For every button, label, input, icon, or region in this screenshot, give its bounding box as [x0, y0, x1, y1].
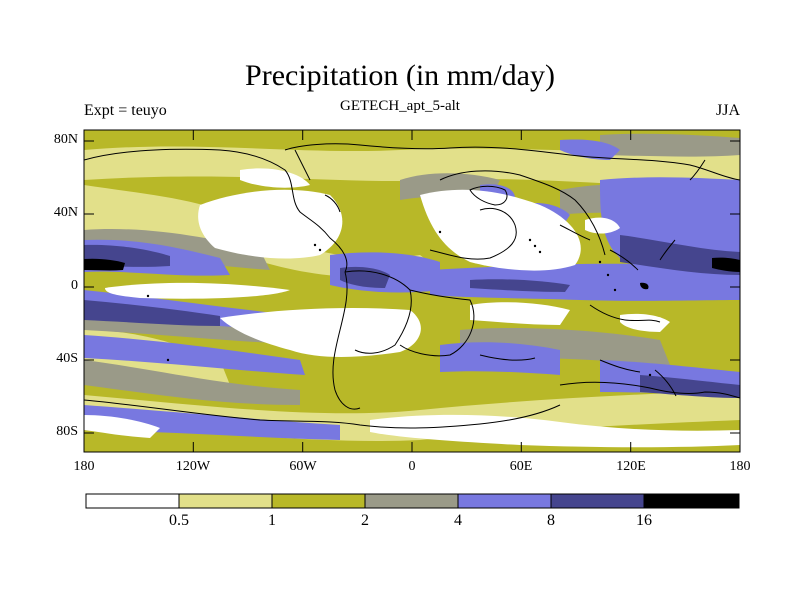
field-dark-blue: [84, 300, 220, 326]
field-white: [198, 189, 343, 259]
field-white: [220, 307, 421, 357]
field-white: [585, 217, 620, 234]
y-tick-label: 40S: [56, 351, 78, 366]
x-tick-label: 60E: [509, 459, 533, 474]
coastline: [439, 170, 606, 256]
field-black: [640, 282, 649, 290]
colorbar-box: [457, 493, 552, 509]
colorbar-label: 16: [636, 512, 652, 529]
colorbar-box: [271, 493, 366, 509]
x-tick-label: 0: [408, 459, 416, 474]
season-label: JJA: [715, 102, 740, 119]
island: [606, 273, 610, 277]
field-blue: [84, 335, 305, 375]
coastline: [84, 399, 561, 429]
field-dark-blue: [470, 279, 570, 292]
x-ticks: [83, 130, 741, 452]
field-grey: [600, 133, 740, 157]
field-white: [240, 168, 310, 188]
colorbar-label: 2: [361, 512, 369, 529]
coastline: [429, 207, 517, 260]
island: [438, 230, 442, 234]
field-white: [620, 313, 670, 332]
x-tick-label: 180: [73, 459, 95, 474]
coastline: [654, 369, 677, 397]
coastline: [589, 304, 661, 323]
coastline: [324, 194, 341, 213]
coastline: [599, 359, 641, 373]
colorbar-label: 0.5: [169, 512, 189, 529]
precip-field: [84, 130, 740, 452]
field-dark-blue: [620, 235, 740, 275]
field-blue: [430, 263, 740, 301]
field-black: [712, 257, 740, 272]
y-tick-label: 80N: [53, 132, 78, 147]
field-white: [84, 415, 160, 438]
coastline: [559, 381, 740, 399]
coastline: [284, 143, 740, 181]
y-tick-label: 80S: [56, 424, 78, 439]
island: [146, 294, 150, 298]
coastline: [84, 148, 348, 273]
island: [166, 358, 170, 362]
islands: [146, 230, 652, 377]
field-grey: [84, 360, 300, 405]
coastline: [344, 270, 412, 354]
island: [598, 260, 602, 264]
island: [313, 243, 317, 247]
coastline: [659, 239, 676, 261]
field-dark-blue: [340, 266, 390, 288]
y-tick-label: 40N: [53, 205, 78, 220]
coastlines: [84, 143, 740, 429]
coastline: [332, 271, 361, 410]
plot-title: Precipitation (in mm/day): [245, 59, 555, 92]
field-white: [105, 282, 290, 299]
x-tick-label: 120E: [616, 459, 646, 474]
x-tick-label: 60W: [289, 459, 317, 474]
coastline: [689, 159, 706, 181]
colorbar-box: [364, 493, 459, 509]
field-white: [420, 189, 581, 271]
island: [613, 288, 617, 292]
colorbar-box: [550, 493, 645, 509]
experiment-label: Expt = teuyo: [84, 102, 167, 119]
plot-subtitle: GETECH_apt_5-alt: [340, 98, 460, 114]
field-white: [470, 302, 570, 325]
field-white: [370, 414, 740, 448]
x-tick-label: 120W: [175, 459, 211, 474]
colorbar-label: 8: [547, 512, 555, 529]
island: [538, 250, 542, 254]
colorbar-box: [85, 493, 180, 509]
island: [318, 248, 322, 252]
colorbar-box: [643, 493, 740, 509]
field-blue: [560, 139, 620, 160]
coastline: [469, 185, 508, 206]
coastline: [479, 354, 536, 361]
x-tick-label: 180: [729, 459, 751, 474]
colorbar-label: 4: [454, 512, 462, 529]
y-tick-label: 0: [71, 278, 78, 293]
colorbar-label: 1: [268, 512, 276, 529]
island: [648, 373, 652, 377]
coastline: [399, 289, 475, 357]
colorbar-box: [178, 493, 273, 509]
coastline: [294, 149, 311, 181]
coastline: [609, 249, 639, 271]
island: [528, 238, 532, 242]
colorbar: [85, 493, 740, 509]
island: [533, 244, 537, 248]
field-black: [84, 258, 125, 271]
y-ticks: [84, 140, 740, 434]
coastline: [559, 224, 591, 241]
